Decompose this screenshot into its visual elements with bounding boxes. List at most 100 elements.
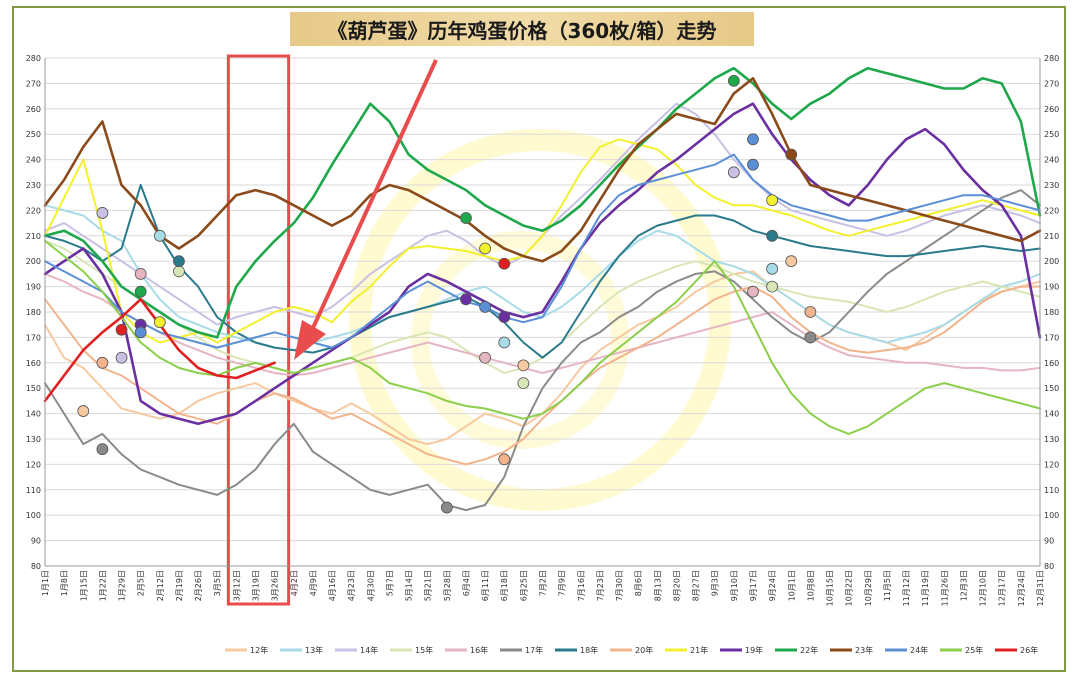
series-line-24年 xyxy=(44,153,1041,349)
legend-label: 14年 xyxy=(360,645,378,655)
legend-label: 15年 xyxy=(415,645,433,655)
y-tick-label-left: 230 xyxy=(26,181,41,190)
x-tick-label: 10月1日 xyxy=(787,570,796,601)
annotation-dot xyxy=(727,74,740,87)
y-tick-label-left: 180 xyxy=(26,308,41,317)
annotation-dot xyxy=(766,262,779,275)
x-tick-label: 2月26日 xyxy=(194,570,203,601)
y-tick-label-right: 210 xyxy=(1044,232,1059,241)
annotation-dot xyxy=(498,453,511,466)
x-tick-label: 12月31日 xyxy=(1036,570,1045,606)
annotation-dot xyxy=(498,336,511,349)
arrow-shaft xyxy=(310,59,438,331)
annotation-dot xyxy=(727,166,740,179)
y-tick-label-right: 240 xyxy=(1044,156,1059,165)
x-tick-label: 3月12日 xyxy=(232,570,241,601)
y-tick-label-left: 270 xyxy=(26,79,41,88)
y-tick-label-right: 100 xyxy=(1044,511,1059,520)
x-tick-label: 1月22日 xyxy=(98,570,107,601)
y-tick-label-right: 160 xyxy=(1044,359,1059,368)
annotation-dot xyxy=(804,306,817,318)
annotation-dot xyxy=(115,351,128,364)
y-tick-label-right: 150 xyxy=(1044,384,1059,393)
chart-title: 《葫芦蛋》历年鸡蛋价格（360枚/箱）走势 xyxy=(290,12,754,46)
x-tick-label: 9月24日 xyxy=(768,570,777,601)
annotation-dot xyxy=(153,316,166,329)
y-tick-label-right: 250 xyxy=(1044,130,1059,139)
y-tick-label-right: 120 xyxy=(1044,460,1059,469)
x-tick-label: 10月29日 xyxy=(864,570,873,606)
legend-label: 13年 xyxy=(305,645,323,655)
x-tick-label: 1月8日 xyxy=(60,570,69,596)
annotation-dot xyxy=(460,293,472,306)
legend: 12年 13年 14年 15年 16年 17年 18年 20年 21年 19年 22年 23年 24年 2… xyxy=(225,645,1038,655)
y-tick-label-right: 180 xyxy=(1044,308,1059,317)
annotation-dot xyxy=(747,133,759,146)
annotation-dot xyxy=(153,229,166,242)
annotation-dot xyxy=(173,265,185,278)
series-line-17年 xyxy=(44,189,1041,512)
legend-label: 21年 xyxy=(690,645,708,655)
highlight-rect xyxy=(226,54,291,606)
x-tick-label: 10月8日 xyxy=(806,570,815,601)
legend-label: 23年 xyxy=(855,645,873,655)
x-tick-label: 6月25日 xyxy=(519,570,528,601)
x-tick-label: 11月19日 xyxy=(921,570,930,606)
series-lines xyxy=(43,66,1042,512)
y-tick-label-right: 270 xyxy=(1044,79,1059,88)
annotation-dot xyxy=(766,229,779,242)
x-tick-label: 4月30日 xyxy=(366,570,375,601)
watermark xyxy=(349,129,731,511)
x-tick-label: 5月21日 xyxy=(424,570,433,601)
x-tick-label: 8月13日 xyxy=(653,570,662,601)
series-line-13年 xyxy=(44,204,1041,352)
annotation-dots xyxy=(77,74,817,514)
legend-label: 12年 xyxy=(250,645,268,655)
annotation-dot xyxy=(96,443,109,456)
y-tick-label-left: 90 xyxy=(31,537,41,546)
x-tick-label: 10月22日 xyxy=(845,570,854,606)
x-tick-label: 11月12日 xyxy=(902,570,911,606)
y-tick-label-right: 220 xyxy=(1044,206,1059,215)
x-tick-label: 3月5日 xyxy=(213,570,222,596)
legend-label: 20年 xyxy=(635,645,653,655)
annotation-dot xyxy=(747,158,759,171)
x-tick-label: 5月28日 xyxy=(443,570,452,601)
series-line-20年 xyxy=(44,285,1041,466)
series-line-19年 xyxy=(43,102,1042,426)
annotation-dot xyxy=(785,255,798,268)
pointer-arrow xyxy=(294,59,438,360)
legend-label: 22年 xyxy=(800,645,818,655)
legend-label: 19年 xyxy=(745,645,763,655)
series-line-22年 xyxy=(43,66,1042,339)
x-tick-label: 2月19日 xyxy=(175,570,184,601)
x-tick-label: 5月14日 xyxy=(405,570,414,601)
y-tick-label-left: 100 xyxy=(26,511,41,520)
annotation-dot xyxy=(498,311,511,323)
annotation-dot xyxy=(785,148,798,161)
x-tick-label: 12月10日 xyxy=(979,570,988,606)
y-tick-label-left: 250 xyxy=(26,130,41,139)
x-tick-label: 4月9日 xyxy=(309,570,318,596)
x-tick-label: 2月5日 xyxy=(137,570,146,596)
x-tick-label: 12月3日 xyxy=(959,570,968,601)
x-tick-label: 9月10日 xyxy=(730,570,739,601)
series-line-23年 xyxy=(43,77,1042,263)
y-tick-label-left: 190 xyxy=(26,283,41,292)
x-tick-label: 6月4日 xyxy=(462,570,471,596)
x-tick-label: 9月3日 xyxy=(711,570,720,596)
y-tick-label-left: 280 xyxy=(26,54,41,63)
legend-label: 17年 xyxy=(525,645,543,655)
y-tick-label-left: 120 xyxy=(26,460,41,469)
y-tick-label-right: 140 xyxy=(1044,410,1059,419)
x-tick-label: 3月19日 xyxy=(251,570,260,601)
annotation-dot xyxy=(479,301,491,313)
annotation-dot xyxy=(77,405,90,417)
axes: 80 80 90 90 100 100 110 110 120 120 130 130 140 140 15… xyxy=(26,54,1060,606)
series-line-21年 xyxy=(44,138,1041,344)
y-tick-label-left: 220 xyxy=(26,206,41,215)
y-tick-label-left: 240 xyxy=(26,156,41,165)
x-tick-label: 7月16日 xyxy=(577,570,586,601)
y-tick-label-right: 230 xyxy=(1044,181,1059,190)
